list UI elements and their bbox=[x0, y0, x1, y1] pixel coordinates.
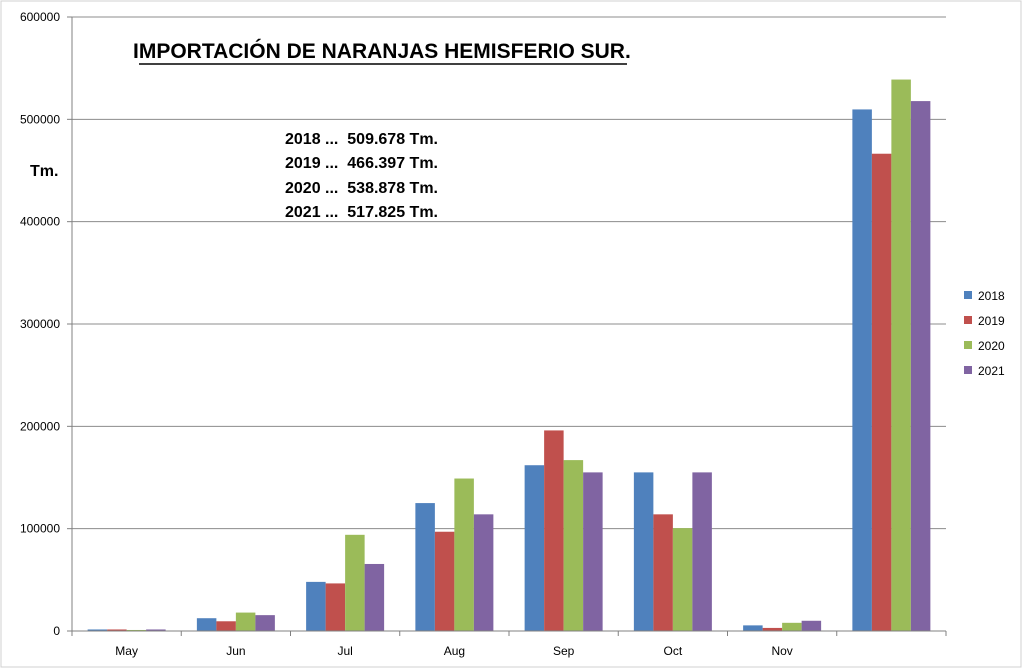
bar-2021 bbox=[583, 472, 603, 631]
bar-2019 bbox=[544, 430, 564, 631]
annotation-2021: 2021 ... 517.825 Tm. bbox=[285, 204, 438, 221]
legend-label: 2020 bbox=[978, 339, 1005, 353]
bar-2018 bbox=[524, 465, 545, 631]
bar-2021 bbox=[146, 629, 166, 631]
y-tick-label: 400000 bbox=[20, 215, 60, 229]
bar-2018 bbox=[196, 618, 217, 631]
bar-2021 bbox=[692, 472, 712, 631]
axes bbox=[67, 16, 947, 636]
bar-2019 bbox=[216, 621, 236, 631]
bar-2019 bbox=[762, 627, 783, 631]
bar-2019 bbox=[653, 514, 673, 631]
bar-2020 bbox=[235, 612, 256, 631]
bar-2019 bbox=[325, 583, 346, 631]
bar-2020 bbox=[345, 534, 365, 631]
legend-swatch bbox=[964, 291, 972, 299]
bar-2020 bbox=[454, 478, 474, 631]
legend-swatch bbox=[964, 341, 972, 349]
y-axis-label: Tm. bbox=[30, 163, 58, 180]
bar-2021 bbox=[801, 620, 822, 631]
bar-2020 bbox=[782, 622, 802, 631]
bar-2021 bbox=[364, 563, 385, 631]
y-tick-label: 100000 bbox=[20, 522, 60, 536]
bar-2019 bbox=[871, 153, 892, 631]
chart-title: IMPORTACIÓN DE NARANJAS HEMISFERIO SUR. bbox=[133, 39, 631, 63]
bar-2018 bbox=[743, 625, 763, 631]
legend-label: 2019 bbox=[978, 314, 1005, 328]
bar-2018 bbox=[852, 109, 872, 632]
legend: 2018 2019 2020 2021 bbox=[964, 289, 1005, 378]
x-tick-label: Aug bbox=[444, 644, 465, 658]
annotation-2019: 2019 ... 466.397 Tm. bbox=[285, 155, 438, 172]
y-tick-labels: 0 100000 200000 300000 400000 500000 600000 bbox=[20, 10, 60, 638]
bar-marks bbox=[87, 79, 931, 632]
x-tick-label: Nov bbox=[771, 644, 792, 658]
bar-2020 bbox=[126, 629, 147, 631]
bar-2018 bbox=[633, 472, 654, 631]
bar-2021 bbox=[473, 514, 494, 631]
legend-swatch bbox=[964, 366, 972, 374]
bar-2019 bbox=[107, 629, 127, 631]
bar-2018 bbox=[415, 503, 435, 631]
x-tick-label: Oct bbox=[664, 644, 683, 658]
bar-2020 bbox=[672, 528, 693, 631]
legend-swatch bbox=[964, 316, 972, 324]
bar-2019 bbox=[434, 531, 455, 631]
bar-2021 bbox=[255, 615, 275, 631]
bar-2021 bbox=[910, 101, 931, 632]
bar-2018 bbox=[306, 581, 326, 631]
x-tick-labels: May Jun Jul Aug Sep Oct Nov bbox=[115, 644, 793, 658]
bar-2020 bbox=[563, 460, 584, 631]
x-tick-label: Jun bbox=[226, 644, 245, 658]
x-tick-label: Sep bbox=[553, 644, 575, 658]
bar-2020 bbox=[891, 79, 911, 632]
annotation-2020: 2020 ... 538.878 Tm. bbox=[285, 180, 438, 197]
gridlines bbox=[72, 16, 946, 530]
x-tick-label: May bbox=[115, 644, 138, 658]
y-tick-label: 200000 bbox=[20, 419, 60, 433]
y-tick-label: 500000 bbox=[20, 112, 60, 126]
legend-label: 2018 bbox=[978, 289, 1005, 303]
y-tick-label: 0 bbox=[53, 624, 60, 638]
bar-2018 bbox=[87, 629, 108, 631]
y-tick-label: 300000 bbox=[20, 317, 60, 331]
legend-label: 2021 bbox=[978, 364, 1005, 378]
x-tick-label: Jul bbox=[337, 644, 352, 658]
y-tick-label: 600000 bbox=[20, 10, 60, 24]
annotation-2018: 2018 ... 509.678 Tm. bbox=[285, 131, 438, 148]
